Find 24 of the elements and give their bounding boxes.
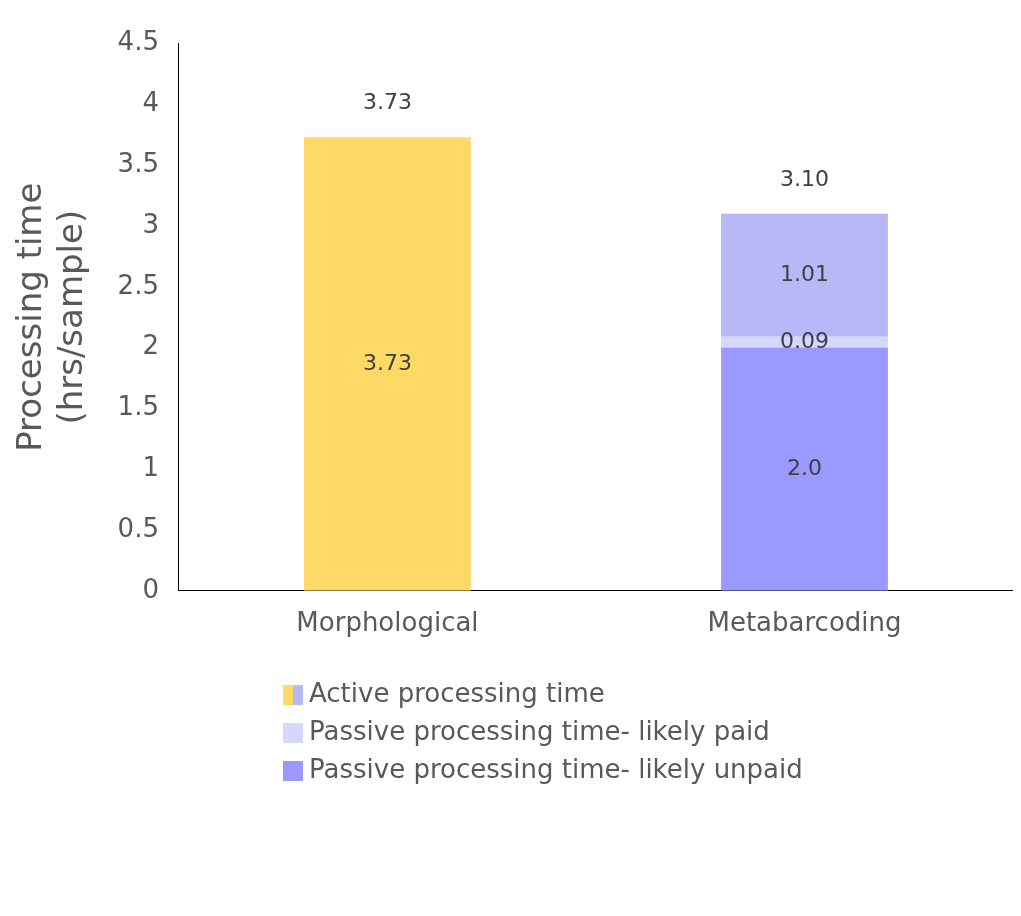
x-tick-label: Morphological — [296, 607, 479, 638]
y-tick-label: 2.5 — [117, 269, 159, 300]
y-tick-label: 3 — [142, 208, 159, 239]
total-label: 3.73 — [362, 88, 412, 114]
y-tick-label: 0.5 — [117, 512, 159, 543]
legend-label: Passive processing time- likely paid — [309, 716, 770, 746]
legend-label: Active processing time — [309, 678, 605, 708]
y-tick-label: 1.5 — [117, 391, 159, 422]
x-tick-label: Metabarcoding — [707, 607, 902, 638]
data-label: 2.0 — [786, 454, 822, 480]
y-tick-label: 0 — [142, 573, 159, 604]
bar — [721, 347, 888, 591]
bar — [304, 137, 471, 591]
y-tick-label: 1 — [142, 451, 159, 482]
y-axis-title: Processing time (hrs/sample) — [9, 182, 91, 452]
y-tick-label: 4 — [142, 87, 159, 118]
y-tick-label: 2 — [142, 330, 159, 361]
data-label: 0.09 — [779, 327, 829, 353]
y-tick-label: 3.5 — [117, 147, 159, 178]
total-label: 3.10 — [779, 165, 829, 191]
data-label: 3.73 — [362, 349, 412, 375]
data-label: 1.01 — [779, 260, 829, 286]
y-tick-label: 4.5 — [117, 26, 159, 57]
legend-label: Passive processing time- likely unpaid — [309, 754, 803, 784]
